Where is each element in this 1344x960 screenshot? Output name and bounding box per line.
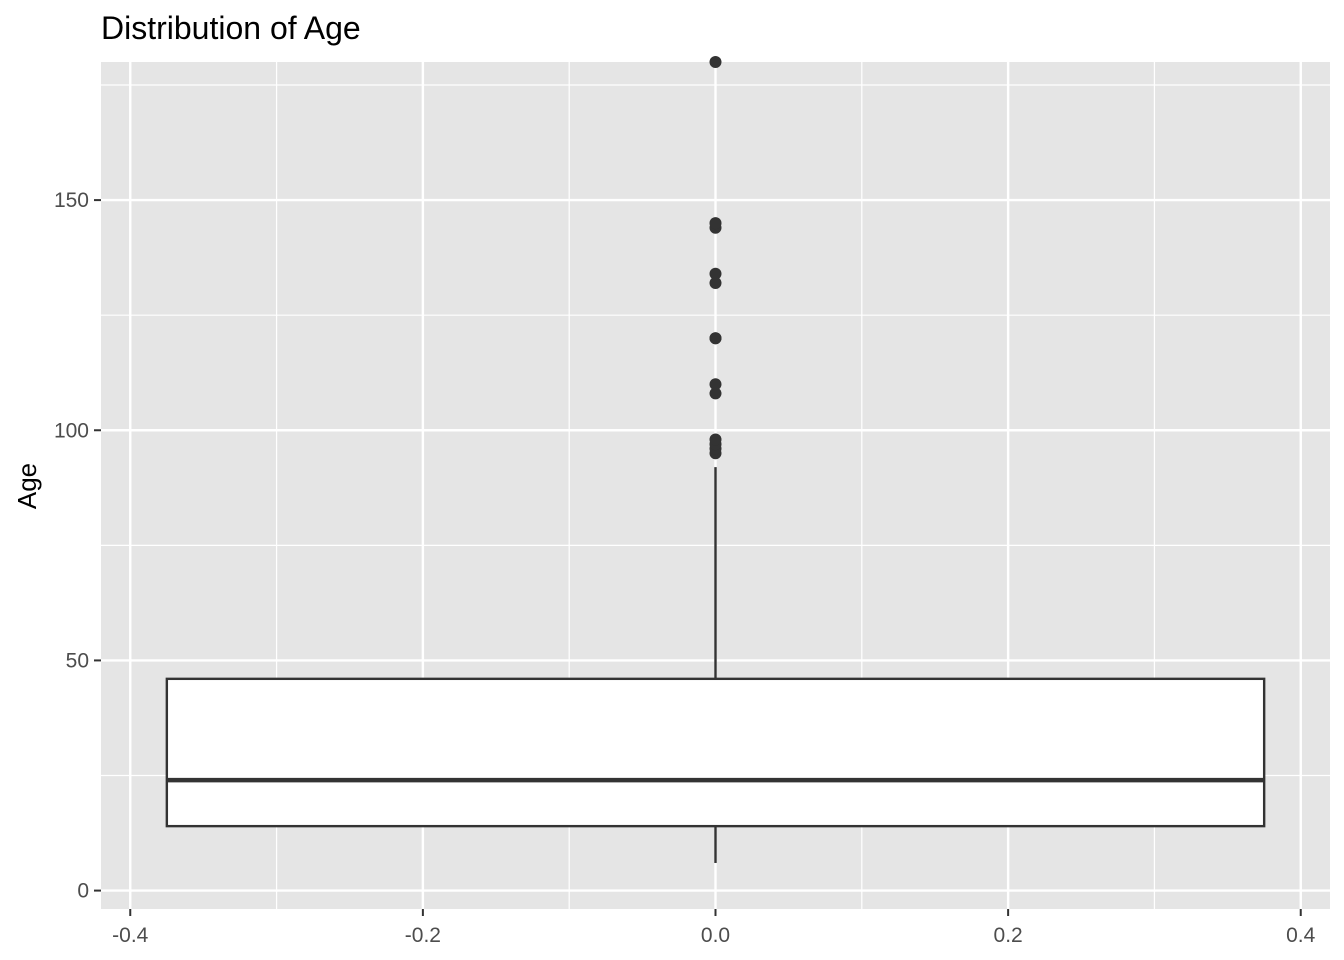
outlier-points — [709, 56, 722, 460]
iqr-box — [165, 677, 1266, 828]
x-tick-label: 0.4 — [1286, 924, 1316, 947]
y-tick-label: 150 — [54, 189, 89, 212]
outlier-point — [709, 433, 722, 446]
boxplot-group — [165, 467, 1266, 863]
y-tick-label: 50 — [66, 649, 89, 672]
y-tick-label: 100 — [54, 419, 89, 442]
x-tick-label: -0.2 — [405, 924, 441, 947]
outlier-point — [709, 56, 722, 68]
x-tick-label: 0.2 — [994, 924, 1023, 947]
outlier-point — [709, 387, 722, 400]
x-axis: -0.4 -0.2 0.0 0.2 0.4 — [112, 909, 1316, 947]
y-axis: 0 50 100 150 — [54, 189, 101, 903]
outlier-point — [709, 378, 722, 391]
x-tick-label: 0.0 — [701, 924, 730, 947]
outlier-point — [709, 276, 722, 289]
y-axis-title: Age — [12, 463, 42, 509]
outlier-point — [709, 332, 722, 345]
chart-title: Distribution of Age — [101, 10, 361, 46]
x-tick-label: -0.4 — [112, 924, 149, 947]
outlier-point — [709, 217, 722, 230]
outlier-point — [709, 267, 722, 280]
y-tick-label: 0 — [77, 880, 89, 903]
